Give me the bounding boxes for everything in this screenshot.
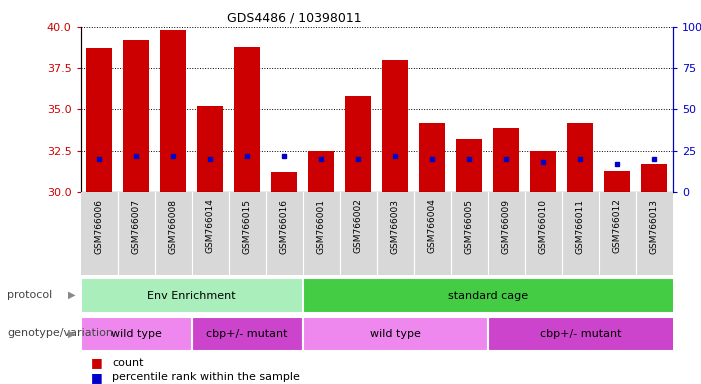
Text: GSM766009: GSM766009 [502,199,511,253]
Bar [308,151,334,192]
Bar [494,127,519,192]
Text: Env Enrichment: Env Enrichment [147,291,236,301]
Bar [488,317,701,351]
Bar [161,30,186,192]
Text: wild type: wild type [370,329,421,339]
Bar [234,47,260,192]
Text: protocol: protocol [7,290,53,300]
Bar [81,278,303,313]
Bar [86,48,112,192]
Text: ■: ■ [91,371,103,384]
Bar [531,151,557,192]
Bar [419,122,445,192]
Text: GSM766002: GSM766002 [354,199,363,253]
Bar [567,122,593,192]
Text: cbp+/- mutant: cbp+/- mutant [540,329,621,339]
Text: cbp+/- mutant: cbp+/- mutant [207,329,288,339]
Text: GSM766015: GSM766015 [243,199,252,253]
Text: GSM766003: GSM766003 [390,199,400,253]
Bar [197,106,223,192]
Text: percentile rank within the sample: percentile rank within the sample [112,372,300,382]
Text: ▶: ▶ [67,328,75,338]
Bar [191,317,303,351]
Text: GSM766006: GSM766006 [95,199,104,253]
Bar [382,60,408,192]
Text: standard cage: standard cage [448,291,528,301]
Text: GSM766005: GSM766005 [465,199,474,253]
Text: GSM766016: GSM766016 [280,199,289,253]
Text: genotype/variation: genotype/variation [7,328,113,338]
Bar [456,139,482,192]
Text: GSM766013: GSM766013 [650,199,659,253]
Bar [303,278,701,313]
Bar [346,96,372,192]
Text: GDS4486 / 10398011: GDS4486 / 10398011 [227,12,362,25]
Bar [641,164,667,192]
Text: ▶: ▶ [67,290,75,300]
Bar [271,172,297,192]
Bar [81,317,191,351]
Bar [123,40,149,192]
Text: GSM766004: GSM766004 [428,199,437,253]
Text: GSM766014: GSM766014 [205,199,215,253]
Bar [604,170,630,192]
Text: ■: ■ [91,356,103,369]
Bar [303,317,488,351]
Text: GSM766010: GSM766010 [539,199,548,253]
Text: GSM766012: GSM766012 [613,199,622,253]
Text: GSM766001: GSM766001 [317,199,326,253]
Text: GSM766011: GSM766011 [576,199,585,253]
Text: wild type: wild type [111,329,162,339]
Text: GSM766007: GSM766007 [132,199,141,253]
Text: GSM766008: GSM766008 [169,199,177,253]
Text: count: count [112,358,144,368]
